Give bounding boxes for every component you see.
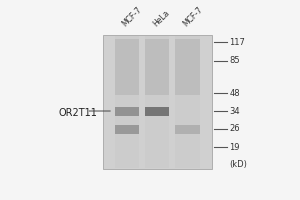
Bar (145, 36, 170, 168)
Bar (145, 107, 170, 116)
Text: 85: 85 (229, 56, 240, 65)
Bar (115, 107, 139, 116)
Text: 26: 26 (229, 124, 240, 133)
Bar (175, 39, 200, 95)
Text: 117: 117 (229, 38, 245, 47)
Bar (145, 39, 170, 95)
Text: OR2T11: OR2T11 (58, 108, 97, 118)
Bar (103, 35, 212, 169)
Text: 19: 19 (229, 143, 240, 152)
Text: MCF-7: MCF-7 (121, 5, 144, 29)
Text: HeLa: HeLa (151, 9, 171, 29)
Bar (115, 125, 139, 134)
Text: 34: 34 (229, 107, 240, 116)
Text: MCF-7: MCF-7 (181, 5, 204, 29)
Text: (kD): (kD) (229, 160, 247, 169)
Bar (175, 125, 200, 134)
Bar (115, 39, 139, 95)
Bar (175, 36, 200, 168)
Text: 48: 48 (229, 89, 240, 98)
Bar (115, 36, 139, 168)
